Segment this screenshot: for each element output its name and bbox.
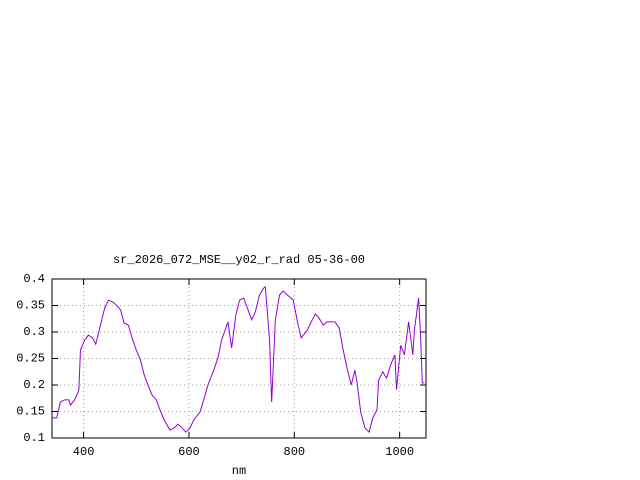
data-line [52, 286, 425, 434]
chart-title: sr_2026_072_MSE__y02_r_rad 05-36-00 [113, 253, 365, 267]
x-tick-label: 800 [284, 445, 306, 459]
y-tick-label: 0.2 [23, 378, 45, 392]
y-tick-label: 0.1 [23, 431, 45, 445]
plot-border [51, 278, 427, 439]
y-tick-label: 0.35 [16, 299, 45, 313]
y-tick-label: 0.15 [16, 405, 45, 419]
y-tick-label: 0.3 [23, 325, 45, 339]
x-axis-label: nm [232, 464, 246, 478]
x-tick-label: 1000 [385, 445, 414, 459]
y-tick-label: 0.4 [23, 272, 45, 286]
x-tick-label: 600 [178, 445, 200, 459]
y-tick-label: 0.25 [16, 352, 45, 366]
x-tick-label: 400 [73, 445, 95, 459]
